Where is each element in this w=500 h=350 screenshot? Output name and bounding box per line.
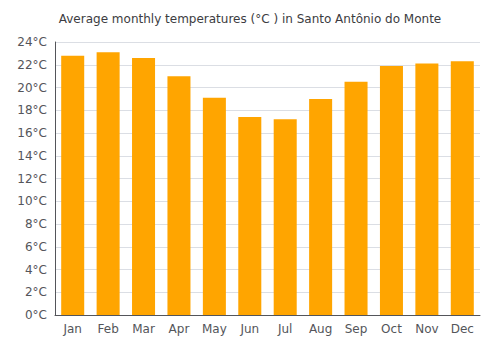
svg-text:18°C: 18°C: [17, 103, 47, 117]
svg-text:Jul: Jul: [277, 322, 292, 336]
svg-text:Nov: Nov: [415, 322, 438, 336]
svg-text:Sep: Sep: [345, 322, 368, 336]
svg-text:10°C: 10°C: [17, 194, 47, 208]
svg-text:6°C: 6°C: [25, 240, 47, 254]
svg-text:Mar: Mar: [132, 322, 155, 336]
svg-text:Apr: Apr: [169, 322, 190, 336]
svg-text:May: May: [202, 322, 227, 336]
svg-text:2°C: 2°C: [25, 285, 47, 299]
svg-text:Aug: Aug: [309, 322, 332, 336]
svg-text:0°C: 0°C: [25, 308, 47, 322]
svg-text:8°C: 8°C: [25, 217, 47, 231]
svg-text:Average monthly temperatures (: Average monthly temperatures (°C ) in Sa…: [59, 12, 441, 26]
svg-text:24°C: 24°C: [17, 35, 47, 49]
svg-text:Oct: Oct: [381, 322, 402, 336]
svg-text:Feb: Feb: [98, 322, 119, 336]
svg-text:4°C: 4°C: [25, 263, 47, 277]
svg-text:Dec: Dec: [451, 322, 474, 336]
svg-text:16°C: 16°C: [17, 126, 47, 140]
svg-text:Jan: Jan: [62, 322, 82, 336]
svg-text:Jun: Jun: [239, 322, 259, 336]
svg-text:12°C: 12°C: [17, 172, 47, 186]
svg-text:20°C: 20°C: [17, 81, 47, 95]
svg-text:14°C: 14°C: [17, 149, 47, 163]
svg-text:22°C: 22°C: [17, 58, 47, 72]
